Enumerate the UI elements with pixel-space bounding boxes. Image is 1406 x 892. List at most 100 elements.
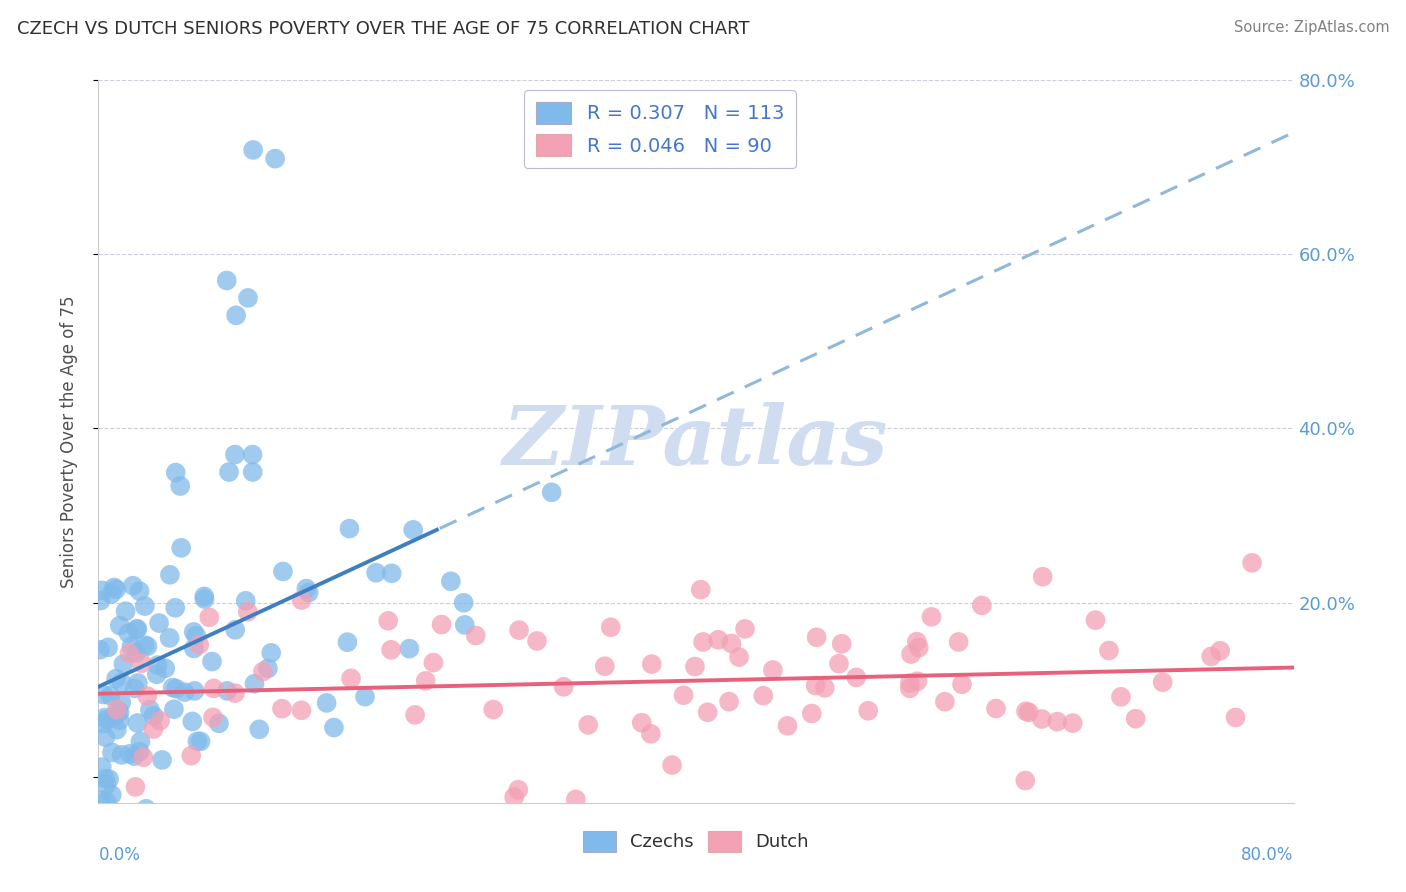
Point	[1199, 649, 1222, 664]
Point	[201, 655, 224, 669]
Point	[134, 638, 156, 652]
Point	[630, 715, 652, 730]
Point	[183, 624, 205, 639]
Point	[905, 634, 928, 648]
Point	[236, 291, 259, 305]
Point	[165, 600, 187, 615]
Point	[235, 594, 257, 608]
Point	[672, 688, 695, 702]
Point	[105, 582, 128, 597]
Point	[224, 686, 246, 700]
Point	[271, 565, 294, 579]
Point	[242, 143, 264, 157]
Text: ZIPatlas: ZIPatlas	[503, 401, 889, 482]
Point	[508, 782, 530, 797]
Point	[1152, 675, 1174, 690]
Point	[290, 593, 312, 607]
Point	[186, 629, 208, 643]
Point	[540, 485, 562, 500]
Point	[108, 706, 131, 720]
Point	[96, 713, 118, 727]
Point	[103, 709, 125, 723]
Point	[404, 707, 426, 722]
Point	[159, 567, 181, 582]
Point	[1209, 644, 1232, 658]
Point	[91, 716, 114, 731]
Point	[295, 582, 318, 596]
Point	[122, 579, 145, 593]
Legend: Czechs, Dutch: Czechs, Dutch	[576, 823, 815, 859]
Point	[98, 689, 121, 703]
Point	[984, 701, 1007, 715]
Point	[150, 753, 173, 767]
Point	[242, 448, 264, 462]
Point	[236, 605, 259, 619]
Point	[1225, 710, 1247, 724]
Point	[1014, 773, 1036, 788]
Point	[576, 718, 599, 732]
Point	[94, 772, 117, 786]
Point	[124, 830, 146, 845]
Point	[170, 541, 193, 555]
Point	[110, 747, 132, 762]
Point	[96, 794, 118, 808]
Point	[101, 746, 124, 760]
Y-axis label: Seniors Poverty Over the Age of 75: Seniors Poverty Over the Age of 75	[59, 295, 77, 588]
Point	[1062, 716, 1084, 731]
Point	[105, 702, 128, 716]
Point	[336, 635, 359, 649]
Point	[402, 523, 425, 537]
Point	[108, 618, 131, 632]
Point	[298, 585, 321, 599]
Point	[728, 650, 751, 665]
Point	[831, 637, 853, 651]
Point	[845, 670, 868, 684]
Point	[381, 566, 404, 581]
Point	[315, 696, 337, 710]
Point	[242, 465, 264, 479]
Point	[565, 792, 588, 806]
Point	[898, 681, 921, 696]
Point	[290, 703, 312, 717]
Point	[593, 659, 616, 673]
Point	[173, 685, 195, 699]
Point	[208, 716, 231, 731]
Point	[117, 626, 139, 640]
Point	[257, 661, 280, 675]
Point	[125, 622, 148, 636]
Point	[103, 581, 125, 595]
Point	[128, 745, 150, 759]
Point	[440, 574, 463, 589]
Point	[90, 793, 112, 807]
Point	[364, 566, 387, 580]
Point	[90, 760, 112, 774]
Point	[950, 677, 973, 691]
Point	[503, 790, 526, 805]
Point	[118, 747, 141, 761]
Point	[271, 701, 294, 715]
Point	[124, 780, 146, 794]
Point	[129, 734, 152, 748]
Point	[125, 646, 148, 660]
Point	[380, 642, 402, 657]
Point	[1018, 706, 1040, 720]
Point	[224, 623, 246, 637]
Point	[107, 703, 129, 717]
Point	[122, 749, 145, 764]
Point	[111, 675, 134, 690]
Point	[139, 703, 162, 717]
Point	[110, 695, 132, 709]
Point	[720, 636, 742, 650]
Point	[149, 714, 172, 728]
Point	[1046, 714, 1069, 729]
Point	[247, 723, 270, 737]
Point	[96, 778, 118, 792]
Point	[1084, 613, 1107, 627]
Point	[193, 590, 215, 604]
Point	[165, 466, 187, 480]
Point	[453, 596, 475, 610]
Point	[422, 656, 444, 670]
Point	[127, 622, 149, 636]
Point	[180, 748, 202, 763]
Point	[734, 622, 756, 636]
